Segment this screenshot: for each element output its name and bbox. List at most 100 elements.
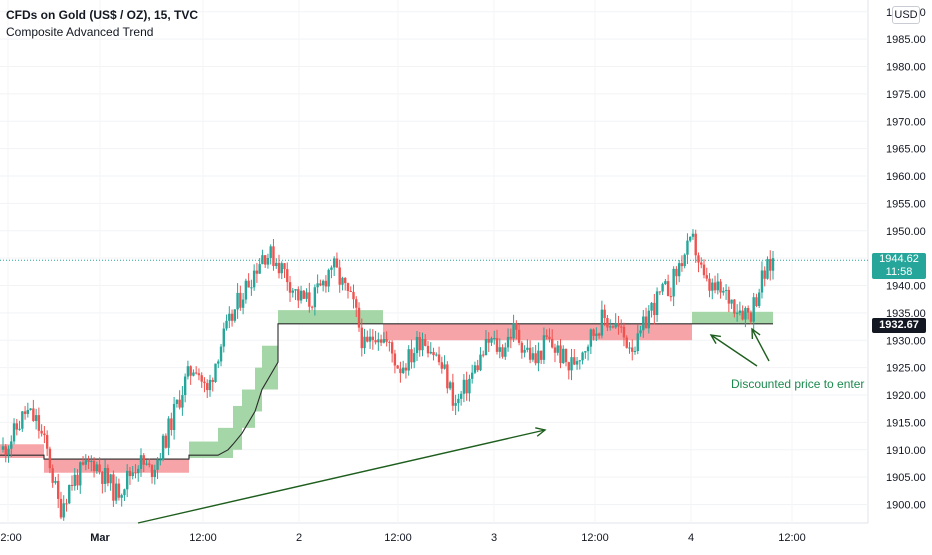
- candle-body: [277, 262, 281, 274]
- candle-body: [589, 329, 593, 347]
- candle-body: [429, 351, 432, 354]
- candle-body: [288, 282, 292, 293]
- candle-body: [247, 280, 250, 288]
- y-tick-label: 1985.00: [886, 34, 926, 46]
- candle-body: [319, 283, 322, 286]
- candle-body: [45, 435, 49, 449]
- candle-body: [302, 290, 306, 299]
- candle-body: [332, 258, 336, 268]
- y-tick-label: 1980.00: [886, 62, 926, 74]
- symbol-title[interactable]: CFDs on Gold (US$ / OZ), 15, TVC: [6, 8, 199, 22]
- candle-body: [556, 345, 559, 353]
- trend-zone: [218, 427, 233, 458]
- candle-body: [236, 292, 239, 310]
- candle-body: [324, 280, 328, 287]
- candle-body: [539, 350, 543, 360]
- candle-body: [506, 336, 510, 348]
- indicator-name[interactable]: Composite Advanced Trend: [6, 25, 154, 39]
- candle-body: [40, 430, 43, 434]
- candle-body: [691, 233, 695, 237]
- y-tick-label: 1975.00: [886, 89, 926, 101]
- candle-body: [90, 460, 93, 463]
- candle-body: [515, 323, 518, 330]
- last-price-value: 1944.62: [879, 253, 919, 265]
- candle-body: [545, 335, 548, 337]
- candle-body: [719, 281, 722, 293]
- candle-body: [567, 362, 570, 371]
- marked-level-tag: 1932.67: [872, 318, 926, 333]
- candle-body: [258, 264, 261, 274]
- candle-body: [65, 503, 68, 505]
- currency-button[interactable]: USD: [892, 6, 920, 24]
- candle-body: [18, 428, 21, 430]
- x-tick-label: Mar: [90, 532, 110, 544]
- candle-body: [225, 320, 228, 329]
- candle-body: [294, 289, 297, 291]
- candle-body: [206, 383, 209, 391]
- candle-body: [528, 347, 532, 360]
- y-tick-label: 1910.00: [886, 445, 926, 457]
- trend-zone: [278, 310, 383, 324]
- candle-body: [504, 347, 507, 357]
- annotation-text[interactable]: Discounted price to enter: [731, 377, 865, 391]
- candle-body: [283, 263, 286, 270]
- candle-body: [581, 352, 584, 361]
- candle-body: [769, 259, 772, 271]
- candle-body: [570, 357, 573, 371]
- x-tick-label: 4: [688, 532, 694, 544]
- candle-body: [421, 339, 424, 351]
- candle-body: [727, 289, 731, 304]
- candle-body: [352, 291, 355, 300]
- trend-zone: [189, 441, 218, 458]
- candle-body: [189, 366, 192, 376]
- candle-body: [344, 277, 347, 284]
- candle-body: [562, 348, 565, 364]
- candle-body: [87, 460, 90, 463]
- candle-body: [733, 299, 736, 314]
- candle-body: [76, 474, 79, 486]
- candle-body: [181, 395, 184, 408]
- candle-body: [592, 329, 595, 336]
- candle-body: [26, 409, 30, 414]
- candle-body: [451, 382, 455, 406]
- candle-body: [363, 336, 366, 349]
- candle-body: [59, 498, 63, 518]
- candle-body: [644, 316, 648, 329]
- y-tick-label: 1930.00: [886, 335, 926, 347]
- candle-body: [479, 354, 482, 371]
- candle-body: [371, 336, 375, 341]
- candle-body: [266, 257, 270, 265]
- candle-body: [269, 246, 272, 258]
- candles: [1, 229, 775, 521]
- candle-body: [172, 403, 176, 431]
- y-tick-label: 1900.00: [886, 500, 926, 512]
- candle-body: [330, 267, 333, 270]
- candle-body: [584, 351, 587, 353]
- candle-body: [208, 379, 212, 391]
- candle-body: [382, 339, 386, 343]
- x-tick-label: 12:00: [189, 532, 217, 544]
- candle-body: [286, 269, 289, 283]
- candle-body: [139, 455, 143, 469]
- candle-body: [114, 483, 118, 501]
- candle-body: [498, 347, 501, 352]
- candle-body: [700, 262, 703, 265]
- trend-zone: [255, 367, 262, 412]
- candle-body: [385, 339, 388, 342]
- candle-body: [261, 255, 264, 265]
- candle-body: [32, 408, 35, 422]
- candle-body: [164, 435, 168, 448]
- candle-body: [410, 349, 413, 363]
- candle-body: [490, 338, 493, 343]
- candle-body: [123, 489, 126, 496]
- candle-body: [327, 269, 330, 287]
- candle-body: [694, 233, 697, 256]
- candle-body: [680, 263, 684, 267]
- candle-body: [145, 463, 148, 465]
- candle-body: [255, 270, 259, 274]
- y-tick-label: 1925.00: [886, 363, 926, 375]
- candle-body: [730, 299, 733, 304]
- candle-body: [200, 375, 203, 382]
